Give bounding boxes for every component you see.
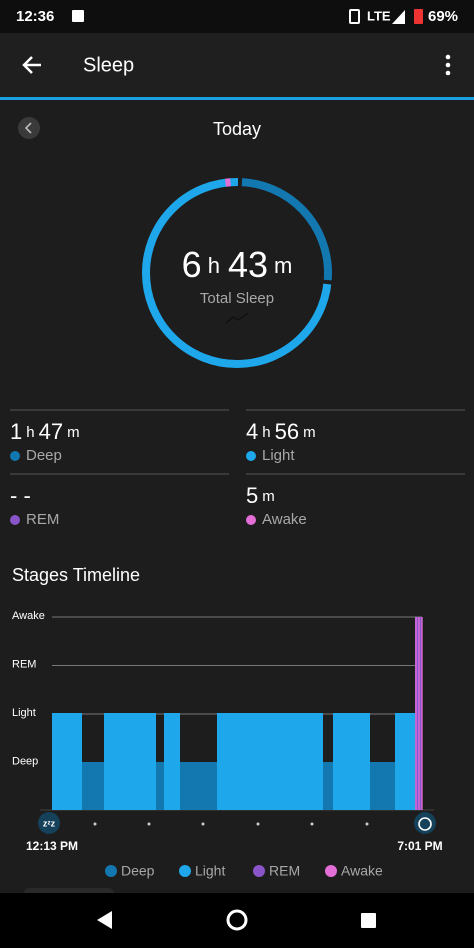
stat-value: 1 h 47 m bbox=[10, 419, 80, 444]
stage-label: Light bbox=[12, 707, 36, 719]
nav-recents[interactable] bbox=[361, 913, 376, 928]
number: 5 bbox=[246, 483, 258, 508]
gallery-icon bbox=[72, 10, 84, 22]
nav-bar bbox=[0, 893, 474, 948]
stage-bar bbox=[82, 762, 104, 810]
zzz-icon: zᶻz bbox=[43, 818, 56, 828]
stat-value: 4 h 56 m bbox=[246, 419, 316, 444]
stage-bar bbox=[370, 762, 395, 810]
sleep-ring bbox=[141, 177, 333, 369]
legend: Deep Light REM Awake bbox=[105, 863, 383, 879]
app-bar bbox=[0, 33, 474, 97]
unit: h bbox=[26, 424, 34, 441]
unit: m bbox=[303, 424, 316, 441]
stat-label: Light bbox=[262, 447, 295, 464]
number: - - bbox=[10, 483, 31, 508]
date: Today bbox=[213, 119, 261, 139]
clock: 12:36 bbox=[16, 8, 54, 25]
nav-home[interactable] bbox=[226, 909, 248, 931]
total-label: Total Sleep bbox=[200, 290, 274, 307]
stat-label: Awake bbox=[262, 511, 307, 528]
stage-bar bbox=[180, 762, 217, 810]
wake-icon bbox=[414, 812, 436, 834]
stage-bar bbox=[333, 713, 370, 810]
number: 47 bbox=[39, 419, 63, 444]
battery-icon bbox=[414, 9, 423, 24]
stage-bar bbox=[104, 713, 156, 810]
legend-dot bbox=[105, 865, 117, 877]
stat-dot bbox=[246, 451, 256, 461]
legend-label: Deep bbox=[121, 863, 155, 879]
stage-bar bbox=[52, 713, 82, 810]
stat-value: - - bbox=[10, 483, 31, 508]
unit: h bbox=[262, 424, 270, 441]
trend-icon bbox=[225, 312, 249, 324]
timeline-title: Stages Timeline bbox=[12, 565, 140, 585]
stage-bar bbox=[164, 713, 180, 810]
stat-dot bbox=[10, 451, 20, 461]
legend-dot bbox=[325, 865, 337, 877]
stat-label: REM bbox=[26, 511, 59, 528]
unit: m bbox=[262, 488, 275, 505]
number: 56 bbox=[275, 419, 299, 444]
legend-label: Light bbox=[195, 863, 225, 879]
unit: m bbox=[67, 424, 80, 441]
stage-label: Deep bbox=[12, 755, 38, 767]
stage-bar bbox=[323, 762, 333, 810]
prev-day-button[interactable] bbox=[18, 117, 40, 139]
ring-deep bbox=[142, 178, 332, 368]
sleep-start-icon bbox=[38, 812, 60, 834]
stat-dot bbox=[10, 515, 20, 525]
number: 4 bbox=[246, 419, 258, 444]
end-time: 7:01 PM bbox=[397, 839, 442, 853]
app-bar-accent bbox=[0, 97, 474, 100]
nav-back[interactable] bbox=[97, 911, 112, 929]
stat-label: Deep bbox=[26, 447, 62, 464]
app-title: Sleep bbox=[83, 54, 134, 76]
back-button[interactable] bbox=[22, 56, 41, 74]
network: LTE bbox=[367, 8, 391, 23]
timeline-bars bbox=[52, 617, 423, 810]
number: 1 bbox=[10, 419, 22, 444]
stage-label: REM bbox=[12, 658, 36, 670]
legend-label: Awake bbox=[341, 863, 383, 879]
signal-icon bbox=[392, 10, 405, 24]
vibrate-icon bbox=[349, 9, 360, 24]
stage-bar bbox=[156, 762, 164, 810]
stage-label: Awake bbox=[12, 610, 45, 622]
legend-dot bbox=[253, 865, 265, 877]
stat-dot bbox=[246, 515, 256, 525]
battery: 69% bbox=[428, 8, 458, 25]
stage-bar bbox=[395, 713, 415, 810]
prev-arrow bbox=[24, 122, 32, 134]
legend-dot bbox=[179, 865, 191, 877]
start-time: 12:13 PM bbox=[26, 839, 78, 853]
time-ticks: zᶻz bbox=[38, 812, 436, 834]
menu-button[interactable] bbox=[445, 54, 451, 76]
total-sleep: 6 h 43 m bbox=[182, 244, 293, 285]
stage-bar bbox=[217, 713, 323, 810]
legend-label: REM bbox=[269, 863, 300, 879]
